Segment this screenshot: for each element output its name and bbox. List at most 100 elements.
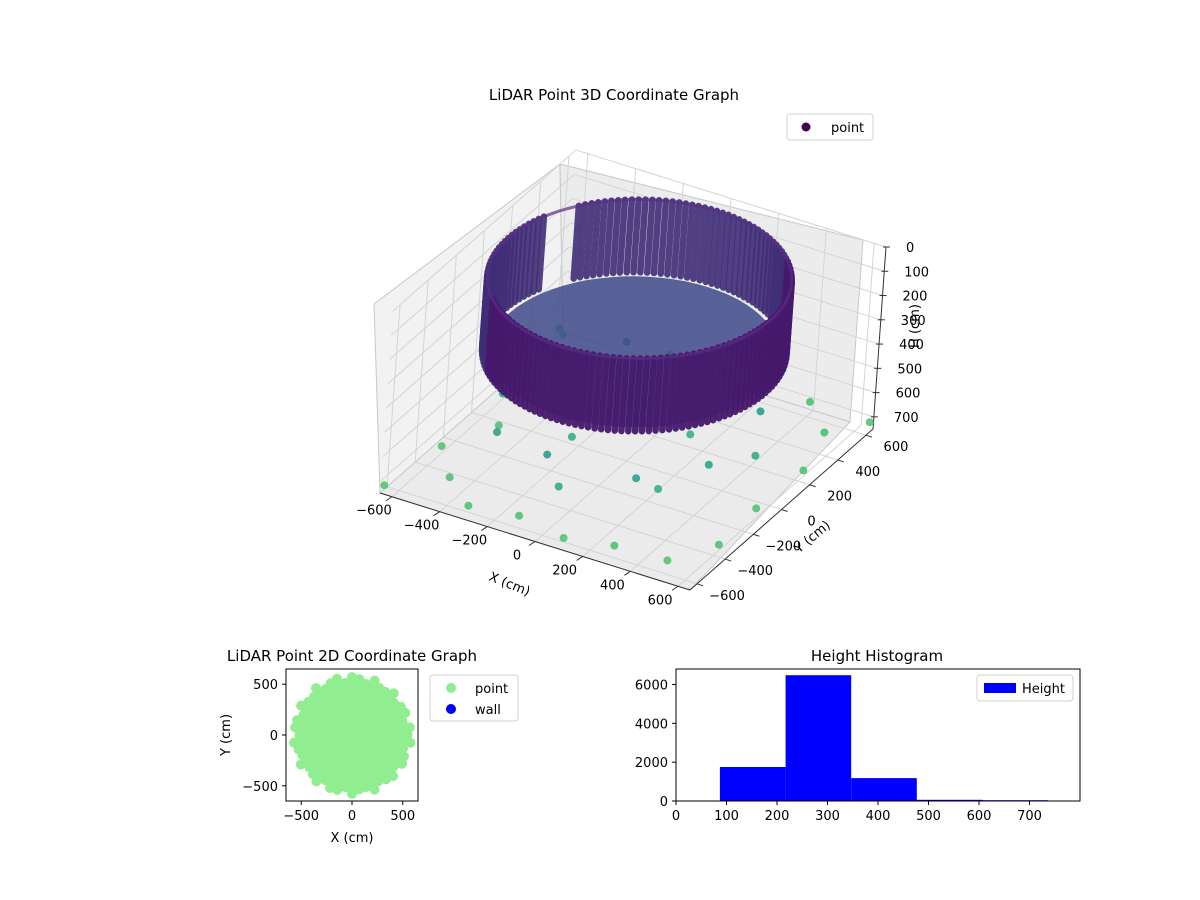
wall-3d-segment-117	[631, 355, 644, 435]
scatter-2d-point-1	[404, 722, 415, 733]
wall-3d-segment-119	[645, 354, 658, 435]
scatter-2d-point-42	[388, 771, 399, 782]
z-tick-label-3d-4: 400	[899, 338, 924, 353]
scatter-3d-point-12	[714, 540, 723, 549]
x-tick-label-2d-1: 0	[348, 809, 356, 824]
wall-3d-segment-23	[764, 238, 777, 318]
legend-2d: point wall	[429, 674, 519, 722]
x-tick-label-3d-5: 400	[600, 578, 625, 593]
scatter-2d-point-0	[402, 730, 413, 740]
wall-3d-segment-98	[516, 327, 529, 408]
x-tick-label-2d-2: 500	[390, 809, 415, 824]
x-tick-label-hist-6: 600	[967, 809, 992, 824]
scatter-3d-point-7	[464, 501, 473, 510]
wall-3d-segment-137	[750, 325, 763, 405]
wall-3d-segment-105	[553, 343, 566, 424]
scatter-3d-point-21	[543, 450, 552, 459]
wall-3d-segment-45	[643, 196, 656, 276]
wall-3d-segment-107	[565, 347, 578, 427]
scatter-2d-point-35	[340, 782, 351, 793]
wall-3d-segment-35	[708, 207, 721, 287]
y-tick-label-3d-5: 400	[855, 465, 880, 480]
wall-3d-segment-128	[703, 345, 716, 426]
scatter-2d-point-38	[361, 782, 371, 793]
grid-3d-floor-y-0	[386, 486, 698, 585]
wall-3d-segment-126	[691, 348, 704, 429]
wall-3d-segment-54	[583, 200, 595, 280]
x-tick-3d-3	[528, 541, 536, 546]
x-tick-label-3d-6: 600	[648, 593, 673, 608]
histogram-bar-3	[916, 799, 983, 801]
x-tick-label-hist-5: 500	[916, 809, 941, 824]
wall-3d-segment-51	[603, 197, 615, 277]
wall-3d-segment-37	[696, 204, 709, 284]
x-tick-label-hist-7: 700	[1017, 809, 1042, 824]
scatter-3d-point-22	[632, 474, 641, 483]
wall-3d-segment-101	[531, 335, 544, 415]
y-tick-3d-4	[809, 484, 816, 488]
ticks-2d: −500 0 500 −500 0 500	[242, 678, 415, 824]
wall-3d-segment-65	[520, 220, 533, 300]
histogram-bar-2	[851, 778, 917, 801]
wall-3d-segment-94	[500, 316, 513, 396]
scatter-2d-point-23	[290, 722, 301, 733]
y-tick-label-hist-0: 0	[660, 795, 668, 810]
wall-3d-segment-68	[507, 228, 520, 309]
wall-3d-segment-125	[685, 350, 698, 430]
z-tick-label-3d-6: 600	[896, 387, 921, 402]
wall-3d-segment-34	[714, 209, 726, 289]
scatter-2d-point-17	[311, 683, 321, 694]
wall-3d-segment-130	[715, 342, 728, 422]
y-tick-3d-5	[837, 459, 844, 463]
legend-hist: Height	[976, 674, 1074, 702]
wall-3d-segment-43	[657, 197, 670, 277]
wall-3d-segment-53	[589, 199, 602, 279]
y-tick-label-2d-2: 500	[253, 678, 278, 693]
y-tick-label-3d-4: 200	[827, 490, 852, 505]
scatter-2d-point-47	[405, 737, 416, 748]
wall-3d-segment-95	[504, 319, 517, 399]
x-tick-label-hist-3: 300	[815, 809, 840, 824]
x-tick-label-3d-4: 200	[552, 563, 577, 578]
wall-3d-segment-56	[570, 202, 583, 282]
legend-hist-frame	[976, 674, 1074, 702]
wall-3d-segment-118	[638, 355, 651, 435]
wall-3d-segment-40	[677, 200, 690, 280]
scatter-3d-point-16	[806, 397, 814, 406]
grid-3d-floor-y-2	[443, 436, 754, 535]
wall-3d-segment-114	[611, 354, 624, 434]
y-tick-3d-0	[696, 583, 704, 587]
wall-3d-segment-24	[761, 235, 774, 315]
wall-3d-segment-31	[730, 216, 743, 296]
wall-3d-segment-49	[616, 196, 629, 276]
x-tick-label-hist-4: 400	[866, 809, 891, 824]
wall-3d-segment-67	[511, 225, 524, 306]
wall-3d-segment-66	[515, 223, 528, 303]
y-tick-3d-6	[865, 434, 873, 438]
x-tick-label-3d-2: −200	[451, 534, 487, 549]
scatter-3d-point-19	[380, 481, 389, 490]
scatter-3d-point-6	[445, 473, 454, 482]
x-tick-label-hist-1: 100	[714, 809, 739, 824]
wall-3d-segment-106	[559, 345, 572, 425]
wall-3d-segment-103	[542, 339, 554, 420]
scatter-3d-point-23	[704, 460, 713, 469]
wall-3d-segment-29	[740, 221, 753, 301]
wall-3d-segment-115	[618, 354, 630, 435]
grid-3d-left-y-2	[442, 255, 457, 438]
z-tick-label-3d-3: 300	[901, 314, 926, 329]
wall-3d-segment-0	[762, 316, 774, 397]
grid-3d-left-y-3	[471, 230, 485, 413]
x-tick-label-3d-0: −600	[356, 504, 392, 519]
scatter-2d-point-24	[294, 730, 305, 740]
chart-2d-title: LiDAR Point 2D Coordinate Graph	[227, 647, 477, 665]
scatter-2d-point-8	[374, 683, 385, 693]
wall-3d-rim	[485, 198, 794, 360]
wall-3d-segment-122	[665, 353, 678, 433]
wall-3d-segment-133	[731, 335, 744, 416]
y-tick-label-3d-0: −600	[709, 589, 745, 604]
histogram-bar-1	[785, 675, 852, 801]
scatter-2d-point-40	[373, 776, 384, 786]
grid-3d-back-x-5	[812, 228, 827, 411]
scatter-3d-point-9	[559, 534, 568, 542]
